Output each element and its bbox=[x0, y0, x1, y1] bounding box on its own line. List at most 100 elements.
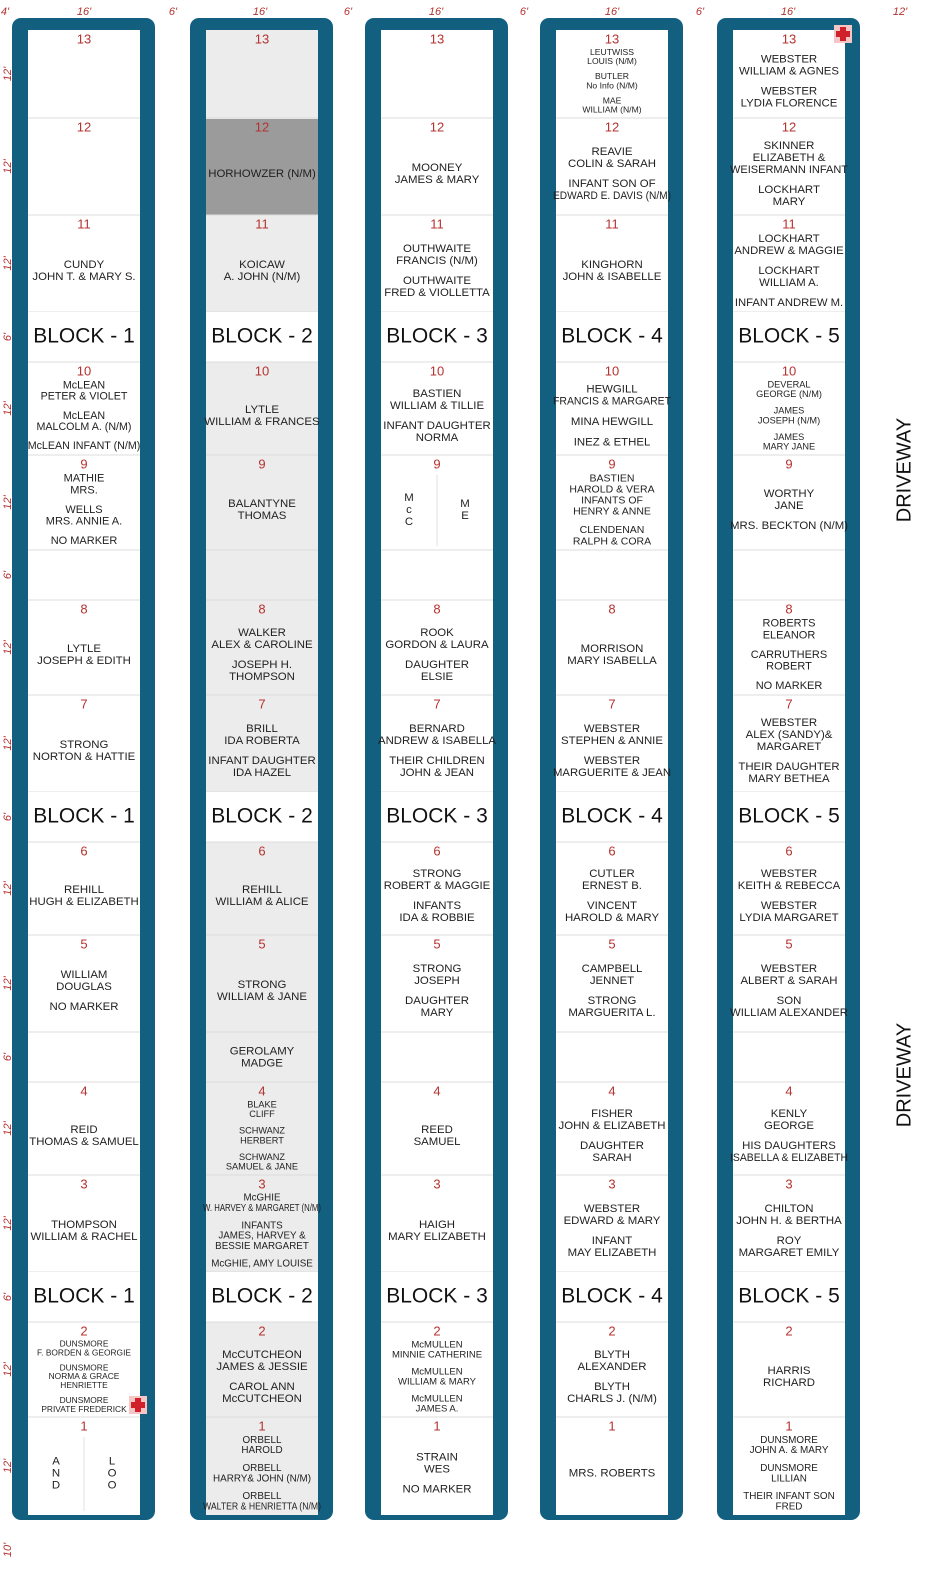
block-row bbox=[556, 312, 668, 362]
name-line: IDA HAZEL bbox=[233, 767, 291, 779]
driveway-label: DRIVEWAY bbox=[893, 418, 915, 522]
name-line: KENLY bbox=[771, 1108, 808, 1120]
name-line: KEITH & REBECCA bbox=[738, 880, 841, 892]
plot-number: 8 bbox=[433, 601, 440, 616]
name-line: MARGUERITE & JEAN bbox=[553, 767, 671, 779]
name-line: WEBSTER bbox=[584, 1203, 640, 1215]
name-line: SARAH bbox=[592, 1152, 631, 1164]
plot-number: 7 bbox=[433, 696, 440, 711]
block-row bbox=[206, 792, 318, 842]
name-line: WILLIAM & TILLIE bbox=[390, 400, 485, 412]
name-line: F. BORDEN & GEORGIE bbox=[37, 1347, 131, 1357]
name-line: MORRISON bbox=[581, 643, 644, 655]
name-line: BASTIEN bbox=[413, 388, 462, 400]
block-inner bbox=[28, 30, 140, 1515]
name-line: WILLIAM (N/M) bbox=[582, 105, 641, 115]
name-line: McMULLEN bbox=[411, 1394, 462, 1405]
name-line: WEBSTER bbox=[584, 723, 640, 735]
name-line: SKINNER bbox=[764, 140, 815, 152]
plot-number: 3 bbox=[608, 1176, 615, 1191]
name-line: WILLIAM & FRANCES bbox=[204, 416, 320, 428]
name-line: No Info (N/M) bbox=[586, 80, 638, 90]
plot-number: 3 bbox=[785, 1176, 792, 1191]
block-label: BLOCK - 2 bbox=[211, 325, 313, 348]
name-line: HARRY& JOHN (N/M) bbox=[213, 1473, 311, 1484]
name-line: DEVERAL bbox=[768, 379, 811, 389]
dimension-left: 12' bbox=[2, 975, 14, 990]
name-line: BERNARD bbox=[409, 723, 465, 735]
name-line: CLIFF bbox=[249, 1109, 275, 1119]
block-label: BLOCK - 1 bbox=[33, 1285, 135, 1308]
name-line: HORHOWZER (N/M) bbox=[208, 168, 316, 180]
plot-number: 10 bbox=[77, 363, 91, 378]
name-line: MARY ELIZABETH bbox=[388, 1231, 486, 1243]
name-line: STEPHEN & ANNIE bbox=[561, 735, 663, 747]
name-line: MARY bbox=[773, 196, 806, 208]
name-line: c bbox=[406, 504, 412, 516]
name-line: CLENDENAN bbox=[580, 524, 645, 536]
plot-number: 4 bbox=[433, 1083, 440, 1098]
name-line: WILLIAM & JANE bbox=[217, 991, 307, 1003]
plot-number: 11 bbox=[430, 216, 444, 231]
name-line: STRONG bbox=[60, 739, 109, 751]
name-line: JENNET bbox=[590, 975, 634, 987]
plot-number: 5 bbox=[258, 936, 265, 951]
plot-number: 2 bbox=[433, 1323, 440, 1338]
name-line: WES bbox=[424, 1463, 450, 1475]
name-line: MADGE bbox=[241, 1058, 283, 1070]
dimension-left: 6' bbox=[2, 332, 14, 341]
name-line: JOHN & JEAN bbox=[400, 767, 474, 779]
name-line: WILLIAM & AGNES bbox=[739, 65, 839, 77]
name-line: DAUGHTER bbox=[405, 659, 469, 671]
name-line: EDWARD & MARY bbox=[564, 1215, 661, 1227]
name-line: O bbox=[108, 1480, 117, 1492]
name-line: LOUIS (N/M) bbox=[587, 56, 637, 66]
plot-number: 1 bbox=[608, 1418, 615, 1433]
name-line: C bbox=[405, 516, 413, 528]
name-line: MARY bbox=[421, 1007, 454, 1019]
plot-number: 10 bbox=[255, 363, 269, 378]
plot-number: 12 bbox=[430, 119, 444, 134]
name-line: MINA HEWGILL bbox=[571, 416, 653, 428]
plot-number: 12 bbox=[605, 119, 619, 134]
icon-cross bbox=[836, 31, 850, 37]
frames bbox=[12, 18, 860, 1520]
name-line: JAMES bbox=[774, 406, 805, 416]
name-line: LOCKHART bbox=[758, 233, 819, 245]
name-line: FRED & VIOLLETTA bbox=[384, 287, 490, 299]
name-line: BLYTH bbox=[594, 1381, 630, 1393]
name-line: NO MARKER bbox=[403, 1484, 472, 1496]
name-line: REAVIE bbox=[592, 146, 633, 158]
name-line: JOSEPH bbox=[414, 975, 460, 987]
name-line: MALCOLM A. (N/M) bbox=[36, 421, 131, 433]
name-line: ELIZABETH & bbox=[753, 152, 826, 164]
name-line: STRONG bbox=[413, 868, 462, 880]
name-line: THOMPSON bbox=[229, 671, 295, 683]
plot-number: 11 bbox=[605, 216, 619, 231]
name-line: ALEX (SANDY)& bbox=[746, 729, 833, 741]
name-line: WILLIAM & MARY bbox=[398, 1377, 477, 1388]
dimension-left: 6' bbox=[2, 1292, 14, 1301]
plot-number: 7 bbox=[258, 696, 265, 711]
plot-number: 4 bbox=[608, 1083, 615, 1098]
name-line: STRONG bbox=[588, 995, 637, 1007]
name-line: JAMES bbox=[774, 432, 805, 442]
plot-number: 11 bbox=[255, 216, 269, 231]
name-line: JAMES & JESSIE bbox=[216, 1361, 308, 1373]
name-line: GEORGE bbox=[764, 1120, 814, 1132]
driveway-label: DRIVEWAY bbox=[893, 1023, 915, 1127]
name-line: ROOK bbox=[420, 627, 454, 639]
name-line: MRS. ANNIE A. bbox=[46, 515, 122, 527]
plot-number: 13 bbox=[782, 31, 796, 46]
name-line: THEIR CHILDREN bbox=[389, 755, 485, 767]
plot-number: 1 bbox=[433, 1418, 440, 1433]
plot-number: 2 bbox=[608, 1323, 615, 1338]
plot-number: 13 bbox=[605, 31, 619, 46]
plot-number: 6 bbox=[785, 843, 792, 858]
name-line: LOCKHART bbox=[758, 184, 820, 196]
name-line: WEBSTER bbox=[761, 86, 817, 98]
name-line: NORMA & GRACE bbox=[49, 1371, 120, 1381]
dimension-top: 12' bbox=[893, 6, 908, 18]
plot-number: 12 bbox=[782, 119, 796, 134]
name-line: ALEX & CAROLINE bbox=[211, 639, 313, 651]
